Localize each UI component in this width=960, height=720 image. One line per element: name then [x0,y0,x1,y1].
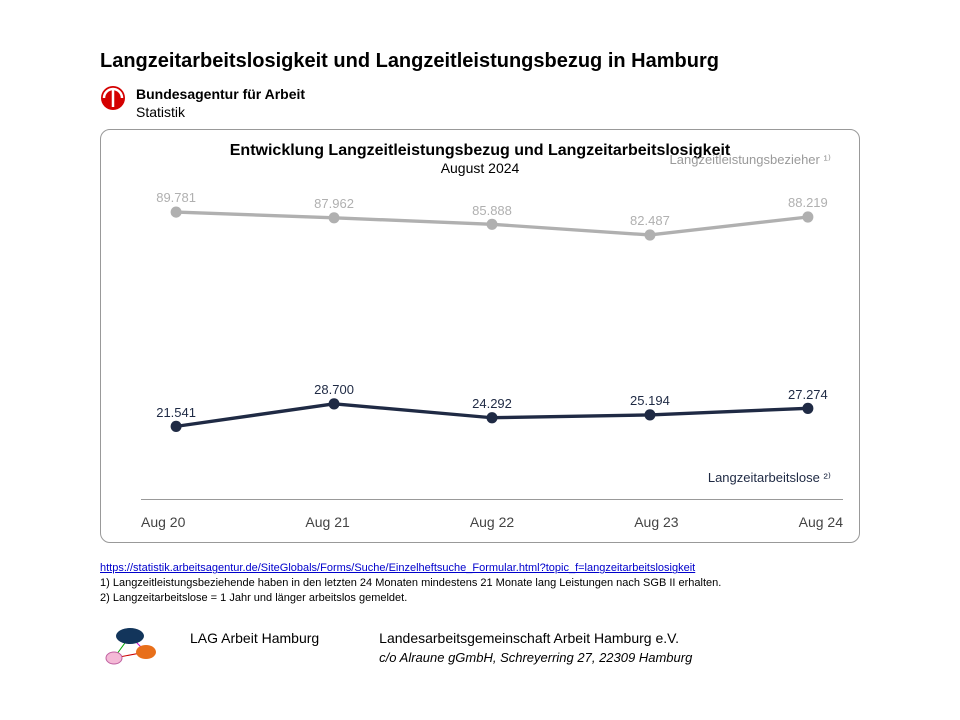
value-label: 27.274 [788,387,828,402]
footnote-1: 1) Langzeitleistungsbeziehende haben in … [100,577,721,589]
footer-full: Landesarbeitsgemeinschaft Arbeit Hamburg… [379,630,692,646]
value-label: 21.541 [156,405,196,420]
legend-series2: Langzeitarbeitslose ²⁾ [708,470,831,486]
value-label: 85.888 [472,203,512,218]
value-label: 82.487 [630,213,670,228]
legend-series1: Langzeitleistungsbezieher ¹⁾ [670,152,831,168]
x-tick-label: Aug 22 [470,514,514,530]
x-axis-labels: Aug 20 Aug 21 Aug 22 Aug 23 Aug 24 [141,514,843,530]
agency-sub: Statistik [136,103,305,121]
value-label: 88.219 [788,195,828,210]
chart-container: Entwicklung Langzeitleistungsbezug und L… [100,129,860,543]
value-label: 87.962 [314,196,354,211]
value-label: 25.194 [630,393,670,408]
footer-address: c/o Alraune gGmbH, Schreyerring 27, 2230… [379,650,692,665]
x-axis-line [141,499,843,500]
footnotes: https://statistik.arbeitsagentur.de/Site… [100,561,860,606]
x-tick-label: Aug 20 [141,514,185,530]
x-tick-label: Aug 21 [305,514,349,530]
value-label: 89.781 [156,190,196,205]
value-label: 28.700 [314,382,354,397]
ba-logo-icon [100,85,126,116]
x-tick-label: Aug 24 [799,514,843,530]
chart-plot: 89.781 87.962 85.888 82.487 88.219 21.541 28.7… [141,180,843,494]
lag-logo-icon [100,624,164,671]
value-label: 24.292 [472,396,512,411]
footer: LAG Arbeit Hamburg Landesarbeitsgemeinsc… [100,624,860,671]
source-link[interactable]: https://statistik.arbeitsagentur.de/Site… [100,562,695,574]
agency-block: Bundesagentur für Arbeit Statistik [100,85,860,121]
footnote-2: 2) Langzeitarbeitslose = 1 Jahr und läng… [100,592,407,604]
agency-name: Bundesagentur für Arbeit [136,85,305,103]
footer-short: LAG Arbeit Hamburg [190,630,319,665]
x-tick-label: Aug 23 [634,514,678,530]
page-title: Langzeitarbeitslosigkeit und Langzeitlei… [100,50,860,73]
